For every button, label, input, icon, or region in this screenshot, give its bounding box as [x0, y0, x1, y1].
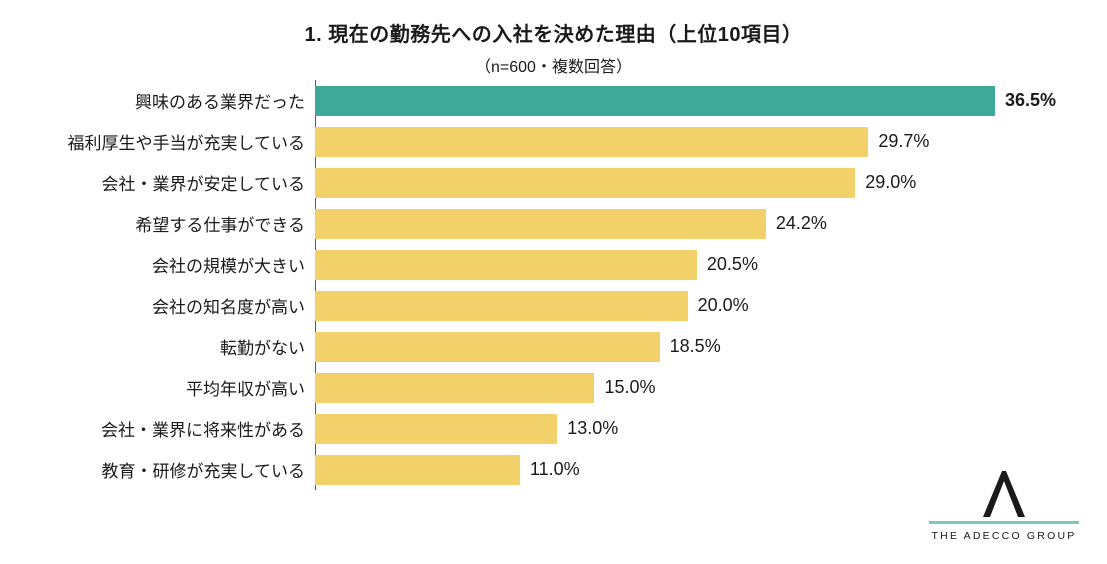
chart-row: 会社の規模が大きい 20.5% [0, 244, 1107, 285]
value-label: 29.0% [865, 172, 916, 193]
category-label: 会社の知名度が高い [0, 293, 315, 318]
chart-row: 興味のある業界だった 36.5% [0, 80, 1107, 121]
value-label: 24.2% [776, 213, 827, 234]
bar-track: 13.0% [315, 408, 1107, 449]
chart-row: 福利厚生や手当が充実している 29.7% [0, 121, 1107, 162]
bar [315, 455, 520, 485]
value-label: 20.0% [698, 295, 749, 316]
chart-row: 会社・業界が安定している 29.0% [0, 162, 1107, 203]
category-label: 会社・業界が安定している [0, 170, 315, 195]
bar [315, 127, 868, 157]
value-label: 13.0% [567, 418, 618, 439]
bar [315, 332, 660, 362]
brand-logo: THE ADECCO GROUP [929, 471, 1079, 542]
category-label: 興味のある業界だった [0, 88, 315, 113]
bar-track: 24.2% [315, 203, 1107, 244]
bar-track: 18.5% [315, 326, 1107, 367]
bar-track: 15.0% [315, 367, 1107, 408]
category-label: 平均年収が高い [0, 375, 315, 400]
category-label: 会社・業界に将来性がある [0, 416, 315, 441]
chart-row: 会社の知名度が高い 20.0% [0, 285, 1107, 326]
bar-track: 29.7% [315, 121, 1107, 162]
bar [315, 291, 688, 321]
value-label: 36.5% [1005, 90, 1056, 111]
bar [315, 86, 995, 116]
bar [315, 250, 697, 280]
brand-logo-text: THE ADECCO GROUP [929, 530, 1079, 542]
category-label: 転勤がない [0, 334, 315, 359]
value-label: 15.0% [604, 377, 655, 398]
bar [315, 373, 594, 403]
chart-row: 平均年収が高い 15.0% [0, 367, 1107, 408]
category-label: 会社の規模が大きい [0, 252, 315, 277]
bar [315, 209, 766, 239]
bar-track: 29.0% [315, 162, 1107, 203]
bar-track: 20.5% [315, 244, 1107, 285]
chart-subtitle: （n=600・複数回答） [0, 53, 1107, 77]
brand-logo-mark [975, 471, 1033, 517]
chart-title-block: 1. 現在の勤務先への入社を決めた理由（上位10項目） （n=600・複数回答） [0, 0, 1107, 77]
category-label: 希望する仕事ができる [0, 211, 315, 236]
value-label: 20.5% [707, 254, 758, 275]
chart-row: 会社・業界に将来性がある 13.0% [0, 408, 1107, 449]
category-label: 福利厚生や手当が充実している [0, 129, 315, 154]
value-label: 18.5% [670, 336, 721, 357]
value-label: 29.7% [878, 131, 929, 152]
chart-row: 希望する仕事ができる 24.2% [0, 203, 1107, 244]
bar [315, 414, 557, 444]
chart-title: 1. 現在の勤務先への入社を決めた理由（上位10項目） [0, 18, 1107, 47]
logo-a-icon [975, 471, 1033, 517]
chart-area: 興味のある業界だった 36.5% 福利厚生や手当が充実している 29.7% 会社・業界が… [0, 80, 1107, 490]
category-label: 教育・研修が充実している [0, 457, 315, 482]
bar-track: 20.0% [315, 285, 1107, 326]
chart-row: 転勤がない 18.5% [0, 326, 1107, 367]
brand-logo-underline [929, 521, 1079, 524]
value-label: 11.0% [530, 459, 580, 480]
bar-track: 36.5% [315, 80, 1107, 121]
bar [315, 168, 855, 198]
